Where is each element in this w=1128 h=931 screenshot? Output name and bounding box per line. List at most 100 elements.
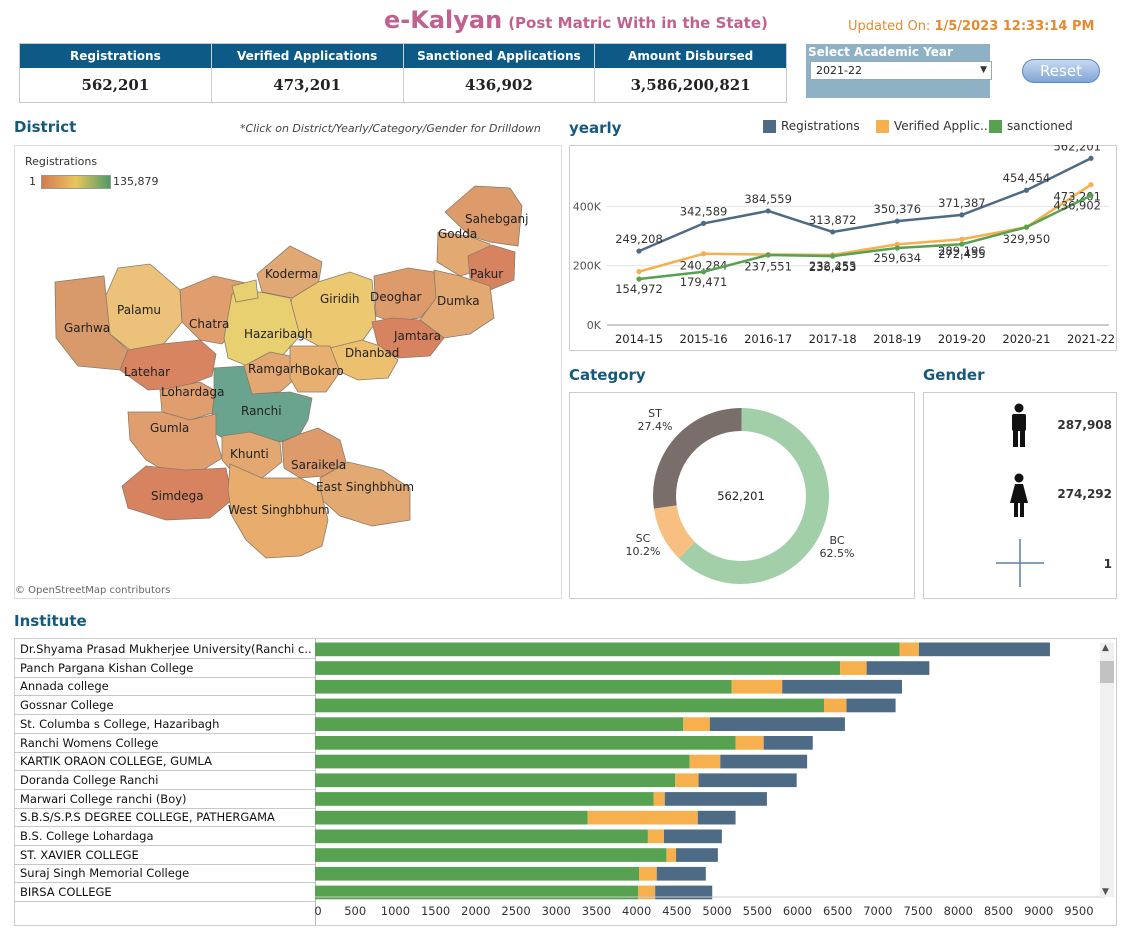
- district-east-singhbhum[interactable]: [319, 461, 411, 527]
- bar-segment-1[interactable]: [675, 773, 699, 788]
- bar-segment-2[interactable]: [709, 717, 845, 731]
- legend-registrations[interactable]: Registrations: [763, 119, 860, 133]
- bar-segment-0[interactable]: [315, 679, 732, 694]
- district-sahebganj[interactable]: [444, 185, 523, 247]
- bar-segment-1[interactable]: [840, 661, 867, 675]
- bar-segment-2[interactable]: [866, 661, 930, 675]
- district-pakur[interactable]: [467, 244, 516, 291]
- district-dumka[interactable]: [419, 269, 495, 339]
- legend-verified[interactable]: Verified Applic..: [876, 119, 988, 133]
- academic-year-select[interactable]: 2021-22 ▼: [810, 61, 992, 80]
- bar-segment-1[interactable]: [587, 810, 698, 825]
- bar-segment-0[interactable]: [315, 866, 640, 881]
- district-saraikela[interactable]: [281, 427, 347, 479]
- district-latehar[interactable]: [119, 339, 217, 391]
- bar-segment-2[interactable]: [698, 773, 797, 788]
- district-bokaro[interactable]: [289, 345, 341, 393]
- institute-row[interactable]: Doranda College Ranchi: [15, 771, 315, 790]
- female-icon[interactable]: [1008, 473, 1030, 519]
- data-point[interactable]: [765, 208, 771, 214]
- district-west-singhbhum[interactable]: [227, 463, 329, 559]
- bar-segment-1[interactable]: [899, 642, 919, 657]
- institute-bar-chart[interactable]: 0 500 1000 1500 2000 2500 3000 3500 4000 4500 5000…: [15, 639, 1117, 926]
- legend-sanctioned[interactable]: sanctioned: [989, 119, 1073, 133]
- institute-row[interactable]: Annada college: [15, 677, 315, 697]
- data-point[interactable]: [894, 218, 900, 224]
- bar-segment-2[interactable]: [697, 810, 736, 825]
- bar-segment-1[interactable]: [735, 736, 764, 750]
- bar-segment-2[interactable]: [655, 885, 713, 900]
- donut-slice-sc[interactable]: [653, 505, 696, 559]
- bar-segment-2[interactable]: [663, 829, 722, 844]
- institute-row[interactable]: Ranchi Womens College: [15, 734, 315, 753]
- chevron-down-icon[interactable]: ▼: [980, 65, 987, 75]
- bar-segment-0[interactable]: [315, 810, 588, 825]
- data-point[interactable]: [636, 269, 642, 275]
- bar-segment-0[interactable]: [315, 736, 736, 750]
- bar-segment-0[interactable]: [315, 885, 639, 900]
- institute-row[interactable]: Suraj Singh Memorial College: [15, 864, 315, 884]
- data-point[interactable]: [700, 269, 707, 275]
- institute-row[interactable]: S.B.S/S.P.S DEGREE COLLEGE, PATHERGAMA: [15, 808, 315, 828]
- bar-segment-0[interactable]: [315, 642, 900, 657]
- institute-row[interactable]: Marwari College ranchi (Boy): [15, 790, 315, 809]
- bar-segment-1[interactable]: [731, 679, 783, 694]
- bar-segment-0[interactable]: [315, 698, 825, 713]
- data-point[interactable]: [894, 245, 900, 251]
- institute-row[interactable]: St. Columba s College, Hazaribagh: [15, 715, 315, 734]
- data-point[interactable]: [959, 236, 965, 242]
- bar-segment-2[interactable]: [763, 736, 813, 750]
- bar-segment-1[interactable]: [639, 866, 657, 881]
- scroll-down-icon[interactable]: ▼: [1102, 887, 1109, 897]
- institute-row[interactable]: ST. XAVIER COLLEGE: [15, 846, 315, 865]
- bar-segment-2[interactable]: [720, 754, 808, 769]
- data-point[interactable]: [1088, 192, 1094, 199]
- data-point[interactable]: [1088, 182, 1094, 188]
- bar-segment-0[interactable]: [315, 773, 676, 788]
- bar-segment-0[interactable]: [315, 848, 667, 862]
- data-point[interactable]: [700, 251, 707, 257]
- series-line-2[interactable]: [638, 194, 1092, 281]
- bar-segment-1[interactable]: [647, 829, 664, 844]
- data-point[interactable]: [636, 276, 642, 282]
- institute-row[interactable]: B.S. College Lohardaga: [15, 827, 315, 846]
- data-point[interactable]: [1023, 224, 1030, 230]
- scrollbar[interactable]: ▲ ▼: [1100, 643, 1114, 897]
- yearly-line-chart[interactable]: 0K 200K 400K 2014-15 2015-16 2016-17 2017-18 20…: [569, 145, 1117, 351]
- male-icon[interactable]: [1008, 403, 1030, 449]
- scroll-thumb[interactable]: [1100, 661, 1114, 683]
- bar-segment-0[interactable]: [315, 754, 690, 769]
- bar-segment-2[interactable]: [656, 866, 706, 881]
- bar-segment-1[interactable]: [653, 792, 665, 806]
- institute-row[interactable]: KARTIK ORAON COLLEGE, GUMLA: [15, 752, 315, 772]
- data-point[interactable]: [1023, 187, 1030, 193]
- bar-segment-0[interactable]: [315, 717, 684, 731]
- data-point[interactable]: [830, 229, 836, 235]
- bar-segment-2[interactable]: [918, 642, 1050, 657]
- reset-button[interactable]: Reset: [1022, 59, 1100, 83]
- bar-segment-2[interactable]: [664, 792, 767, 806]
- bar-segment-1[interactable]: [689, 754, 721, 769]
- crosshair-icon[interactable]: [994, 537, 1046, 589]
- data-point[interactable]: [1088, 155, 1094, 161]
- donut-slice-st[interactable]: [653, 408, 742, 509]
- bar-segment-1[interactable]: [638, 885, 656, 900]
- institute-row[interactable]: Gossnar College: [15, 696, 315, 716]
- bar-segment-2[interactable]: [846, 698, 896, 713]
- bar-segment-1[interactable]: [683, 717, 710, 731]
- bar-segment-1[interactable]: [666, 848, 677, 862]
- series-line-0[interactable]: [638, 157, 1092, 253]
- data-point[interactable]: [959, 212, 965, 218]
- donut-slice-bc[interactable]: [678, 408, 829, 584]
- district-khunti[interactable]: [221, 431, 283, 479]
- data-point[interactable]: [765, 252, 771, 258]
- district-chatra-strip[interactable]: [231, 279, 259, 303]
- data-point[interactable]: [636, 248, 642, 254]
- data-point[interactable]: [830, 253, 836, 259]
- scroll-up-icon[interactable]: ▲: [1102, 643, 1109, 653]
- bar-segment-0[interactable]: [315, 661, 841, 675]
- bar-segment-0[interactable]: [315, 829, 648, 844]
- bar-segment-1[interactable]: [824, 698, 847, 713]
- bar-segment-0[interactable]: [315, 792, 654, 806]
